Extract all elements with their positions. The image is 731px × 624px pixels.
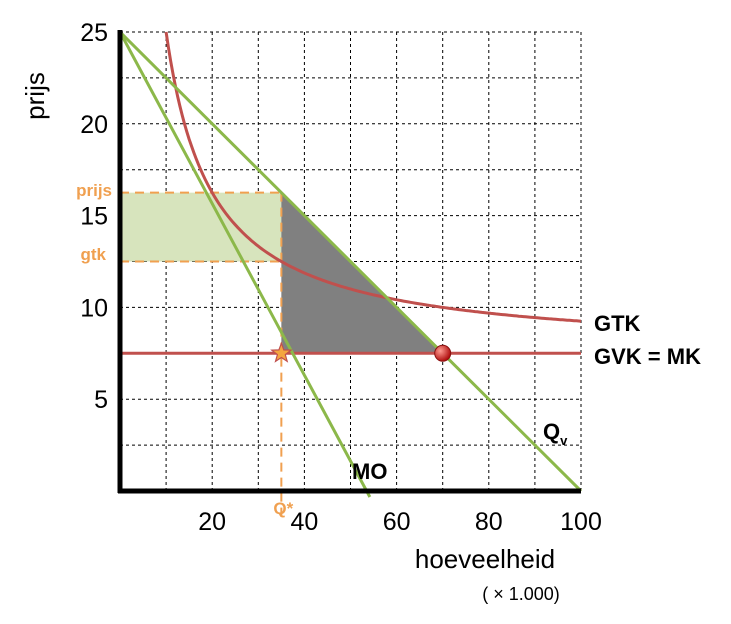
y-axis-title: prijs	[20, 72, 50, 120]
gvk-mk-label: GVK = MK	[594, 344, 701, 369]
x-tick-label: 40	[290, 508, 318, 536]
mo-line	[118, 31, 372, 498]
x-tick-label: 20	[198, 508, 226, 536]
x-tick-label: 100	[560, 508, 602, 536]
x-axis-title: hoeveelheid	[415, 544, 555, 574]
y-tick-label: 5	[94, 386, 108, 414]
demand-line	[118, 30, 583, 493]
y-tick-label: 15	[80, 203, 108, 231]
atc-label: gtk	[81, 245, 107, 264]
x-tick-label: 80	[475, 508, 503, 536]
x-tick-label: 60	[383, 508, 411, 536]
q-star-label: Q*	[273, 499, 293, 518]
gtk-label: GTK	[594, 311, 641, 336]
y-tick-label: 10	[80, 294, 108, 322]
price-label: prijs	[76, 181, 112, 200]
profit-area	[120, 192, 282, 262]
gtk-curve	[164, 31, 582, 323]
break-even-point-marker	[434, 344, 452, 362]
y-tick-label: 25	[80, 19, 108, 47]
mo-label: MO	[352, 459, 387, 484]
x-axis-unit: ( × 1.000)	[482, 584, 560, 604]
y-tick-label: 20	[80, 111, 108, 139]
qv-label: Qv	[543, 419, 568, 448]
optimum-star-marker	[270, 341, 293, 363]
